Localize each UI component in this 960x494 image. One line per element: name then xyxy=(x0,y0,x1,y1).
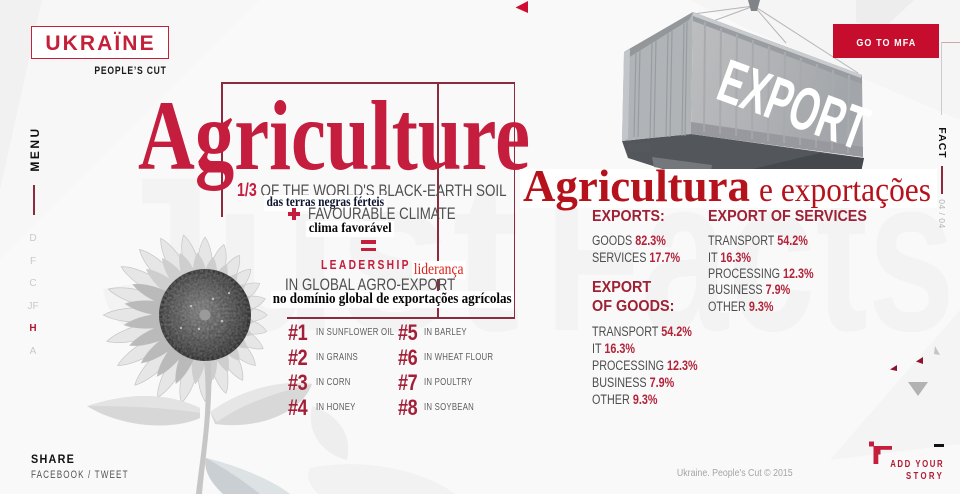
svg-text:e exportações: e exportações xyxy=(759,172,931,209)
svg-text:Agriculture: Agriculture xyxy=(138,80,530,191)
svg-text:Agricultura: Agricultura xyxy=(523,161,750,211)
